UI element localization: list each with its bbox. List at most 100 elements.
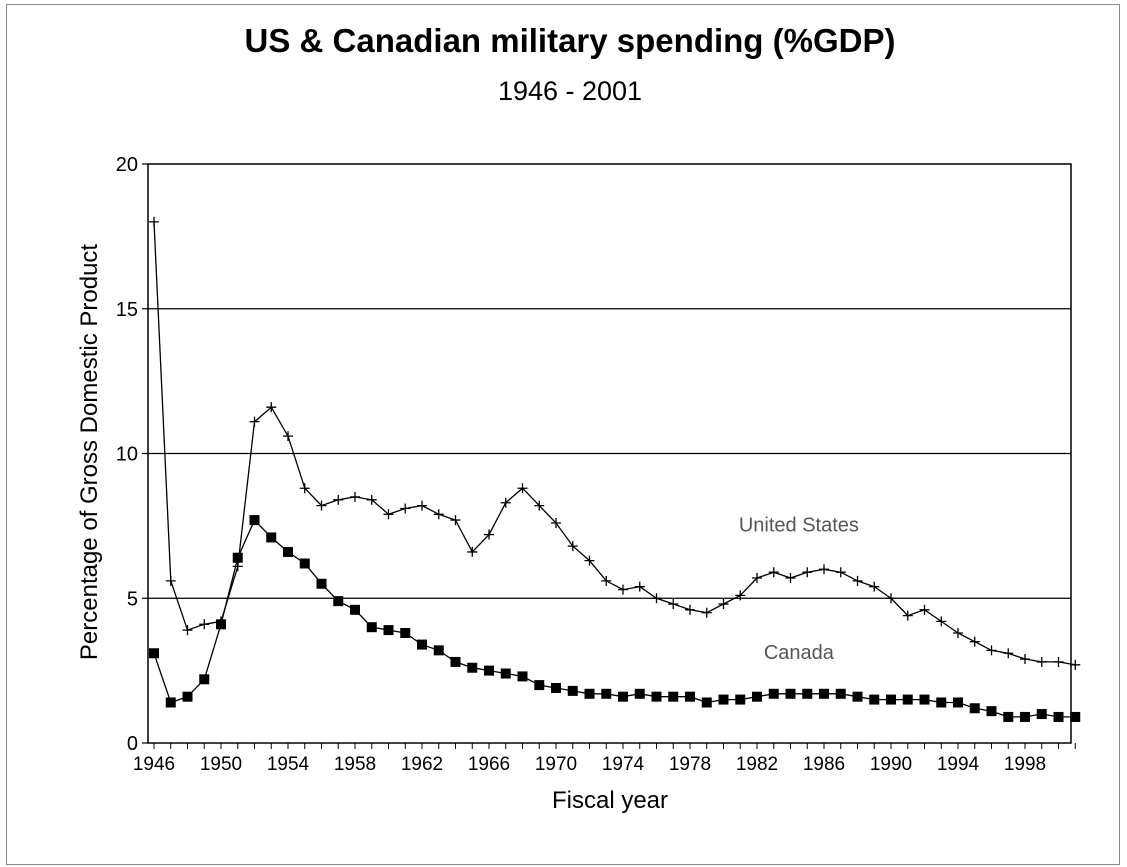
data-point-united-states (584, 555, 595, 566)
data-point-canada (852, 691, 863, 702)
chart-subtitle: 1946 - 2001 (497, 76, 643, 106)
data-point-canada (819, 688, 829, 699)
y-tick-label-5: 5 (127, 588, 138, 610)
data-point-united-states (299, 483, 310, 494)
series-group (149, 216, 1081, 722)
data-point-canada (1053, 711, 1064, 722)
data-point-united-states (266, 402, 277, 413)
data-point-united-states (283, 431, 293, 442)
data-point-united-states (383, 509, 394, 520)
data-point-united-states (936, 616, 947, 627)
data-point-canada (232, 552, 243, 563)
data-point-united-states (685, 604, 695, 615)
data-point-united-states (1036, 656, 1047, 667)
data-point-canada (450, 656, 461, 667)
chart-title: US & Canadian military spending (%GDP) (244, 22, 896, 59)
data-point-canada (1020, 711, 1030, 722)
data-point-united-states (835, 567, 846, 578)
data-point-canada (484, 665, 494, 676)
y-axis-label: Percentage of Gross Domestic Product (76, 244, 103, 661)
data-point-canada (199, 674, 210, 685)
data-point-canada (718, 694, 729, 705)
data-point-united-states (651, 593, 662, 604)
data-point-canada (500, 668, 511, 679)
data-point-united-states (618, 584, 628, 595)
data-point-united-states (333, 494, 344, 505)
data-point-united-states (1070, 659, 1081, 670)
data-point-canada (534, 680, 545, 691)
x-axis-label: Fiscal year (552, 787, 668, 814)
data-point-canada (886, 694, 896, 705)
x-tick-label-1990: 1990 (870, 754, 912, 775)
data-point-canada (249, 515, 260, 526)
data-point-united-states (668, 599, 679, 610)
data-point-united-states (768, 567, 779, 578)
data-point-canada (869, 694, 880, 705)
data-point-canada (333, 596, 344, 607)
data-point-united-states (735, 590, 746, 601)
x-tick-label-1986: 1986 (803, 754, 845, 775)
data-point-canada (668, 691, 679, 702)
data-point-united-states (902, 610, 913, 621)
data-point-canada (182, 691, 193, 702)
data-point-united-states (517, 483, 528, 494)
series-label-canada: Canada (764, 642, 835, 664)
data-point-canada (902, 694, 913, 705)
data-point-united-states (601, 575, 612, 586)
data-point-canada (584, 688, 595, 699)
data-point-united-states (433, 509, 444, 520)
data-point-united-states (366, 494, 377, 505)
y-tick-label-15: 15 (116, 299, 138, 321)
data-point-canada (701, 697, 712, 708)
data-point-united-states (350, 491, 360, 502)
data-point-canada (467, 662, 478, 673)
data-point-united-states (953, 627, 963, 638)
x-tick-label-1970: 1970 (535, 754, 577, 775)
data-point-canada (383, 625, 394, 636)
data-point-united-states (450, 515, 461, 526)
data-point-canada (266, 532, 277, 543)
data-point-united-states (484, 529, 494, 540)
data-point-canada (919, 694, 930, 705)
series-line-united-states (153, 221, 1076, 666)
data-point-canada (433, 645, 444, 656)
data-point-canada (835, 688, 846, 699)
y-tick-label-20: 20 (116, 154, 138, 176)
data-point-canada (802, 688, 813, 699)
data-point-canada (400, 627, 411, 638)
data-point-united-states (1053, 656, 1064, 667)
data-point-united-states (752, 572, 762, 583)
data-point-united-states (785, 572, 796, 583)
data-point-united-states (869, 581, 880, 592)
x-tick-label-1978: 1978 (669, 754, 711, 775)
data-point-united-states (417, 500, 427, 511)
data-point-united-states (316, 500, 327, 511)
series-label-united-states: United States (739, 515, 859, 537)
data-point-united-states (634, 581, 645, 592)
data-point-canada (366, 622, 377, 633)
data-point-united-states (232, 561, 243, 572)
data-point-united-states (919, 604, 930, 615)
x-tick-label-1982: 1982 (736, 754, 778, 775)
data-point-canada (283, 546, 293, 557)
y-axis-ticks: 0 5 10 15 20 (116, 154, 148, 755)
data-point-united-states (567, 541, 578, 552)
data-point-canada (735, 694, 746, 705)
x-axis-ticks: 1946 1950 1954 1958 1962 1966 1970 1974 1978 1982… (133, 743, 1076, 775)
data-point-canada (551, 682, 561, 693)
y-tick-label-0: 0 (127, 733, 138, 755)
x-tick-label-1954: 1954 (267, 754, 310, 775)
data-point-united-states (467, 546, 478, 557)
data-point-canada (936, 697, 947, 708)
data-point-united-states (199, 619, 210, 630)
x-tick-label-1994: 1994 (937, 754, 980, 775)
data-point-united-states (400, 503, 411, 514)
data-point-canada (216, 619, 226, 630)
data-point-united-states (534, 500, 545, 511)
data-point-canada (165, 697, 176, 708)
data-point-canada (316, 578, 327, 589)
annotations: United States Canada (739, 515, 859, 664)
data-point-united-states (886, 593, 896, 604)
data-point-canada (1036, 709, 1047, 720)
